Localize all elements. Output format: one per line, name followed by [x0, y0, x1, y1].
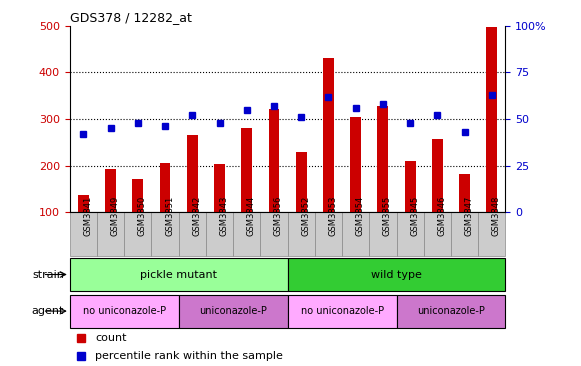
Bar	[233, 212, 260, 256]
Text: strain: strain	[32, 269, 64, 280]
Bar	[206, 212, 233, 256]
Text: GSM3845: GSM3845	[410, 196, 419, 236]
Text: GSM3854: GSM3854	[356, 196, 365, 236]
Bar	[187, 135, 198, 212]
Bar	[70, 295, 179, 328]
Bar	[405, 161, 415, 212]
Text: no uniconazole-P: no uniconazole-P	[83, 306, 166, 316]
Bar	[451, 212, 478, 256]
Bar	[350, 117, 361, 212]
Text: GSM3849: GSM3849	[110, 196, 120, 236]
Bar	[342, 212, 370, 256]
Bar	[160, 163, 170, 212]
Bar	[214, 164, 225, 212]
Text: wild type: wild type	[371, 269, 422, 280]
Text: GSM3843: GSM3843	[220, 195, 228, 236]
Text: GSM3846: GSM3846	[437, 195, 446, 236]
Bar	[486, 27, 497, 212]
Bar	[323, 58, 334, 212]
Bar	[397, 212, 424, 256]
Bar	[124, 212, 152, 256]
Bar	[241, 128, 252, 212]
Text: GSM3850: GSM3850	[138, 196, 147, 236]
Bar	[152, 212, 179, 256]
Bar	[378, 106, 388, 212]
Bar	[97, 212, 124, 256]
Bar	[478, 212, 505, 256]
Bar	[132, 179, 144, 212]
Bar	[288, 258, 505, 291]
Text: GSM3851: GSM3851	[165, 196, 174, 236]
Bar	[397, 295, 505, 328]
Text: GSM3844: GSM3844	[247, 196, 256, 236]
Text: GSM3856: GSM3856	[274, 195, 283, 236]
Bar	[78, 195, 89, 212]
Text: GSM3852: GSM3852	[301, 196, 310, 236]
Bar	[288, 212, 315, 256]
Text: uniconazole-P: uniconazole-P	[417, 306, 485, 316]
Text: GSM3855: GSM3855	[383, 196, 392, 236]
Text: uniconazole-P: uniconazole-P	[199, 306, 267, 316]
Bar	[70, 212, 97, 256]
Bar	[288, 295, 397, 328]
Bar	[70, 258, 288, 291]
Bar	[424, 212, 451, 256]
Bar	[432, 139, 443, 212]
Text: GSM3841: GSM3841	[83, 196, 92, 236]
Text: no uniconazole-P: no uniconazole-P	[300, 306, 383, 316]
Text: pickle mutant: pickle mutant	[140, 269, 217, 280]
Bar	[179, 212, 206, 256]
Bar	[260, 212, 288, 256]
Bar	[105, 169, 116, 212]
Text: GSM3853: GSM3853	[328, 195, 338, 236]
Text: count: count	[95, 333, 127, 343]
Text: agent: agent	[31, 306, 64, 316]
Bar	[315, 212, 342, 256]
Text: GSM3848: GSM3848	[492, 195, 501, 236]
Bar	[179, 295, 288, 328]
Bar	[370, 212, 397, 256]
Text: GDS378 / 12282_at: GDS378 / 12282_at	[70, 11, 192, 24]
Text: GSM3842: GSM3842	[192, 196, 201, 236]
Text: GSM3847: GSM3847	[465, 195, 474, 236]
Bar	[296, 152, 307, 212]
Text: percentile rank within the sample: percentile rank within the sample	[95, 351, 283, 361]
Bar	[459, 173, 470, 212]
Bar	[268, 109, 279, 212]
